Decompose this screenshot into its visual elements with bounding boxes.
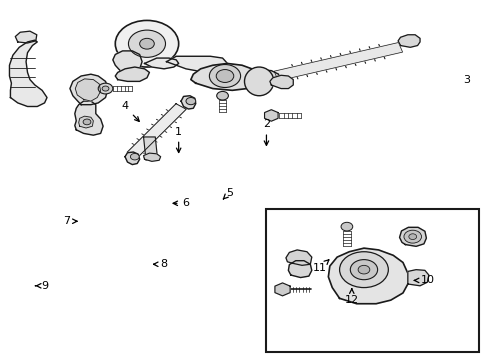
Circle shape (128, 30, 165, 57)
Bar (266, 209, 478, 352)
Circle shape (216, 91, 228, 100)
Polygon shape (144, 58, 178, 69)
Polygon shape (288, 261, 311, 278)
Circle shape (216, 69, 233, 82)
Text: 4: 4 (121, 102, 139, 121)
Text: 9: 9 (35, 281, 48, 291)
Text: 2: 2 (263, 120, 269, 145)
Circle shape (209, 64, 240, 87)
Text: 12: 12 (344, 289, 358, 305)
Circle shape (349, 260, 377, 280)
Polygon shape (113, 51, 142, 72)
Circle shape (185, 98, 195, 105)
Circle shape (339, 252, 387, 288)
Polygon shape (143, 137, 158, 160)
Circle shape (408, 234, 416, 239)
Text: 10: 10 (413, 275, 433, 285)
Polygon shape (181, 96, 195, 109)
Polygon shape (15, 31, 37, 43)
Polygon shape (79, 116, 93, 128)
Polygon shape (70, 74, 108, 105)
Polygon shape (127, 104, 186, 158)
Polygon shape (274, 283, 289, 296)
Polygon shape (143, 153, 160, 161)
Polygon shape (397, 35, 419, 47)
Text: 5: 5 (223, 188, 233, 199)
Polygon shape (264, 110, 278, 121)
Circle shape (140, 39, 154, 49)
Polygon shape (399, 227, 426, 246)
Text: 7: 7 (63, 216, 77, 226)
Circle shape (340, 222, 352, 231)
Polygon shape (190, 63, 256, 90)
Polygon shape (285, 250, 311, 265)
Polygon shape (246, 70, 278, 85)
Polygon shape (9, 40, 47, 107)
Circle shape (357, 265, 369, 274)
Polygon shape (328, 248, 407, 304)
Polygon shape (125, 152, 140, 165)
Text: 3: 3 (462, 75, 469, 85)
Circle shape (403, 230, 421, 243)
Text: 6: 6 (173, 198, 189, 208)
Circle shape (98, 83, 113, 94)
Polygon shape (269, 75, 293, 89)
Polygon shape (115, 67, 149, 81)
Ellipse shape (244, 67, 273, 96)
Circle shape (83, 119, 91, 125)
Circle shape (102, 86, 109, 91)
Polygon shape (166, 56, 227, 72)
Circle shape (115, 21, 178, 67)
Text: 11: 11 (312, 260, 328, 273)
Polygon shape (407, 270, 428, 286)
Polygon shape (75, 101, 103, 135)
Polygon shape (75, 79, 101, 101)
Polygon shape (274, 42, 402, 81)
Text: 1: 1 (175, 127, 182, 153)
Text: 8: 8 (153, 259, 167, 269)
Circle shape (130, 153, 139, 160)
